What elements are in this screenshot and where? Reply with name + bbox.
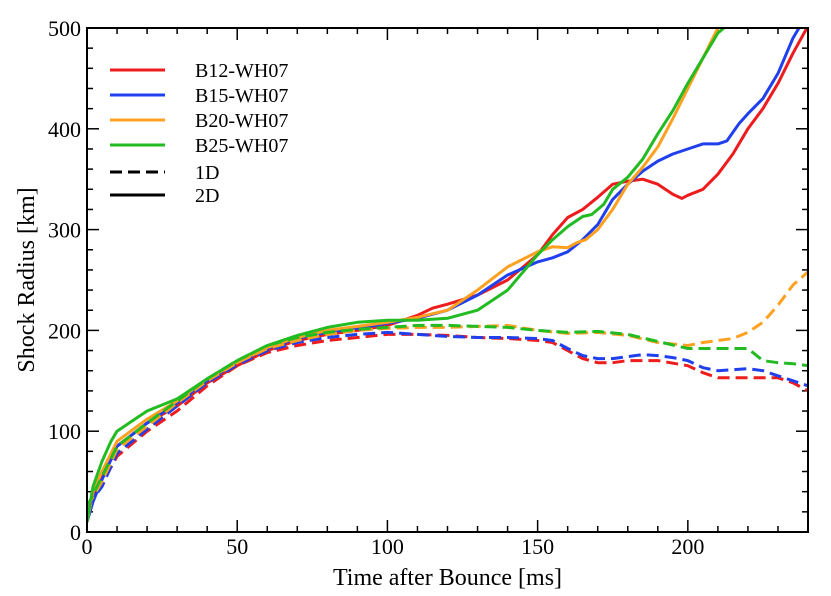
legend-label: B15-WH07 — [195, 85, 288, 107]
series-line-b25-wh07-2d — [87, 28, 725, 523]
series-line-b20-wh07-2d — [87, 28, 720, 523]
y-tick-label: 100 — [48, 419, 81, 444]
legend-label: B20-WH07 — [195, 110, 288, 132]
series-line-b12-wh07-1d — [87, 332, 808, 508]
x-tick-label: 100 — [371, 534, 404, 559]
y-tick-label: 0 — [70, 520, 81, 545]
y-tick-label: 400 — [48, 117, 81, 142]
y-tick-label: 200 — [48, 318, 81, 343]
series-line-b15-wh07-2d — [87, 28, 801, 523]
legend-label: B25-WH07 — [195, 135, 288, 157]
series-line-b25-wh07-1d — [87, 323, 808, 508]
legend-label: 2D — [195, 185, 219, 207]
plot-frame — [86, 27, 809, 533]
legend-label: B12-WH07 — [195, 60, 288, 82]
y-tick-label: 300 — [48, 218, 81, 243]
y-axis-label: Shock Radius [km] — [14, 187, 40, 372]
legend-label: 1D — [195, 162, 219, 184]
x-tick-label: 200 — [671, 534, 704, 559]
x-tick-label: 150 — [521, 534, 554, 559]
series-line-b15-wh07-1d — [87, 330, 808, 508]
x-tick-label: 50 — [226, 534, 248, 559]
y-tick-label: 500 — [48, 16, 81, 41]
tick-labels: 0 50 100 150 200 0 100 200 300 400 500 — [48, 16, 704, 559]
x-tick-label: 0 — [82, 534, 93, 559]
series-layer — [87, 28, 808, 523]
x-axis-label: Time after Bounce [ms] — [333, 565, 562, 591]
